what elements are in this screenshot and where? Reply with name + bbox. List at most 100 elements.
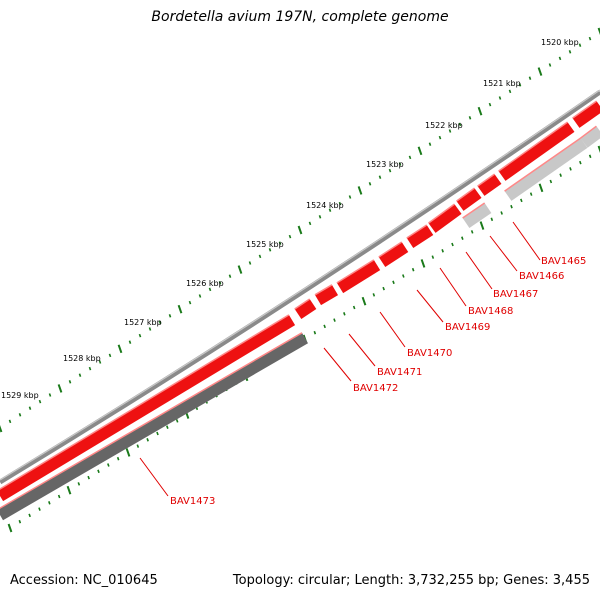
scale-tick	[116, 456, 120, 461]
gene-bav1469-forward	[336, 259, 381, 294]
gene-label-bav1466: BAV1466	[519, 271, 564, 282]
scale-tick	[328, 208, 332, 212]
scale-tick	[372, 293, 376, 297]
genome-backbone-highlight	[0, 89, 600, 481]
scale-tick	[537, 67, 543, 76]
scale-tick	[78, 373, 82, 377]
scale-tick	[378, 175, 382, 179]
scale-tick	[98, 360, 102, 364]
scale-tick	[68, 380, 72, 384]
scale-tick	[357, 186, 363, 195]
gene-bav1466-reverse	[462, 203, 492, 228]
scale-tick	[28, 513, 31, 518]
reverse-strand	[0, 125, 600, 521]
scale-tick	[420, 259, 426, 268]
gene-leader-line	[416, 289, 444, 323]
scale-tick	[77, 482, 81, 486]
scale-tick	[97, 469, 100, 474]
gene-bav1466-forward	[428, 204, 462, 233]
gene-bav1464-forward-highlight	[477, 173, 495, 187]
scale-tick	[549, 179, 553, 184]
gene-bav1471-forward	[294, 299, 317, 319]
gene-label-bav1469: BAV1469	[445, 322, 490, 333]
gene-leader-line	[439, 267, 467, 307]
gene-bav1465-forward-highlight	[456, 187, 475, 202]
kbp-label: 1522 kbp	[425, 121, 463, 130]
scale-tick	[461, 236, 464, 240]
gene-bav1462-forward-highlight	[572, 100, 597, 119]
gene-bav1472-forward	[0, 314, 296, 502]
scale-tick	[458, 122, 462, 127]
scale-tick	[382, 286, 385, 291]
scale-tick	[488, 102, 492, 107]
kbp-label: 1521 kbp	[483, 79, 521, 88]
scale-tick	[57, 494, 61, 499]
scale-tick	[323, 324, 326, 329]
scale-tick	[588, 154, 592, 159]
scale-tick	[597, 27, 600, 36]
scale-tick	[156, 431, 159, 436]
gene-leader-line	[348, 333, 376, 367]
gene-leader-line	[489, 235, 518, 272]
scale-tick	[198, 294, 202, 298]
scale-tick	[477, 106, 483, 116]
gene-bav1472-forward-highlight	[0, 314, 290, 490]
kbp-label: 1520 kbp	[541, 38, 579, 47]
scale-tick	[500, 211, 503, 215]
gene-label-bav1470: BAV1470	[407, 348, 452, 359]
scale-tick	[479, 221, 485, 230]
gene-bav1473-reverse-highlight	[0, 332, 303, 509]
scale-tick	[361, 296, 367, 306]
scale-tick	[7, 523, 13, 533]
scale-tick	[398, 162, 402, 166]
scale-tick	[8, 419, 12, 424]
scale-tick	[288, 234, 292, 239]
gene-labels: BAV1465 BAV1466 BAV1467 BAV1468 BAV1469 BAV14…	[139, 221, 586, 507]
scale-tick	[518, 83, 522, 87]
scale-tick	[248, 261, 252, 265]
scale-tick	[218, 281, 222, 285]
scale-tick	[568, 50, 572, 54]
scale-tick	[208, 287, 212, 292]
accession-text: Accession: NC_010645	[10, 573, 158, 588]
scale-tick	[88, 366, 92, 371]
scale-tick	[297, 225, 303, 235]
genome-backbone	[0, 89, 600, 485]
scale-tick	[18, 519, 22, 524]
scale-tick	[388, 168, 392, 173]
gene-bav1466-reverse-highlight	[462, 202, 486, 219]
scale-tick	[528, 76, 532, 80]
scale-tick	[278, 241, 282, 245]
kbp-label: 1529 kbp	[1, 391, 39, 400]
scale-tick	[268, 248, 272, 252]
scale-tick	[343, 312, 346, 316]
scale-tick	[28, 406, 32, 410]
gene-bav1467-forward-highlight	[406, 224, 428, 239]
gene-leader-line	[465, 251, 493, 290]
gene-bav1470-forward-highlight	[314, 284, 333, 296]
scale-tick	[57, 384, 63, 393]
scale-tick	[368, 182, 372, 186]
scale-tick	[107, 463, 110, 467]
kbp-label: 1527 kbp	[124, 318, 162, 327]
scale-tick	[125, 448, 131, 457]
scale-tick	[470, 230, 474, 234]
kbp-label: 1524 kbp	[306, 201, 344, 210]
scale-tick	[529, 192, 533, 196]
scale-tick	[417, 146, 423, 156]
scale-tick	[48, 393, 52, 397]
gene-bav1468-forward-highlight	[378, 241, 403, 258]
scale-tick	[569, 167, 572, 171]
map-title: Bordetella avium 197N, complete genome	[151, 9, 449, 25]
scale-tick	[136, 444, 140, 448]
scale-tick	[228, 274, 232, 278]
gene-label-bav1471: BAV1471	[377, 367, 422, 378]
scale-tick	[490, 217, 494, 222]
kbp-label: 1526 kbp	[186, 279, 224, 288]
scale-tick	[313, 330, 317, 335]
gene-bav1471-forward-highlight	[294, 298, 311, 310]
scale-tick	[441, 249, 444, 253]
scale-tick	[451, 242, 454, 247]
scale-tick	[352, 305, 356, 310]
gene-bav1464-reverse	[504, 138, 588, 201]
